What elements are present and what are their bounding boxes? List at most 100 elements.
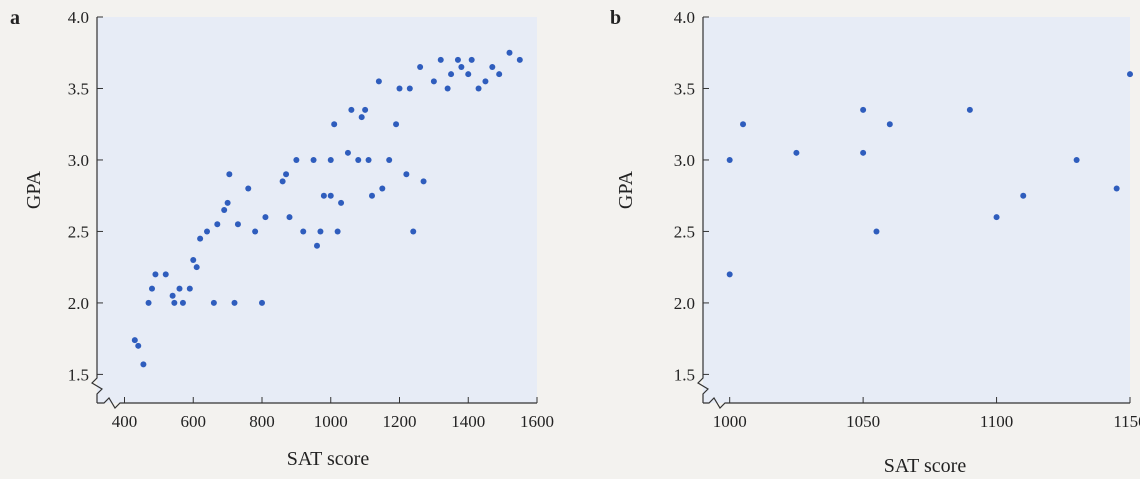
panel-b-data-point	[993, 214, 1000, 221]
panel-a-data-point	[310, 156, 317, 163]
panel-a-data-point	[448, 71, 455, 78]
panel-a-data-point	[327, 192, 334, 199]
panel-b-data-point	[886, 121, 893, 128]
panel-a-data-point	[396, 85, 403, 92]
panel-a-data-point	[458, 64, 465, 71]
panel-a-data-point	[171, 299, 178, 306]
panel-a-data-point	[320, 192, 327, 199]
panel-a-x-tick-label: 1000	[314, 412, 348, 431]
panel-b-data-point	[740, 121, 747, 128]
panel-a-data-point	[375, 78, 382, 85]
panel-a-data-point	[179, 299, 186, 306]
panel-a-data-point	[262, 214, 269, 221]
panel-a-data-point	[365, 156, 372, 163]
panel-a-plot-area	[97, 17, 537, 403]
panel-a-y-axis-title: GPA	[23, 170, 45, 209]
panel-b-data-point	[1073, 156, 1080, 163]
panel-b-x-axis	[703, 397, 1130, 409]
panel-b-y-axis	[697, 17, 709, 403]
panel-b-data-point	[726, 156, 733, 163]
panel-b-data-point	[860, 149, 867, 156]
panel-a-x-tick-label: 1600	[520, 412, 554, 431]
panel-b-plot-area	[703, 17, 1130, 403]
panel-b-data-point	[726, 271, 733, 278]
panel-a-data-point	[327, 156, 334, 163]
panel-a-x-axis-title: SAT score	[287, 448, 370, 470]
panel-a-data-point	[344, 149, 351, 156]
panel-a-data-point	[162, 271, 169, 278]
panel-a-data-point	[454, 56, 461, 63]
panel-a-data-point	[149, 285, 155, 292]
panel-a-data-point	[437, 56, 444, 63]
panel-a-data-point	[259, 299, 265, 306]
panel-b-data-point	[793, 149, 800, 156]
panel-a-data-point	[393, 121, 400, 128]
panel-b-data-point	[1127, 71, 1133, 78]
panel-b-data-point	[1020, 192, 1027, 199]
panel-a-data-point	[406, 85, 413, 92]
panel-a-data-point	[386, 156, 393, 163]
panel-a-x-tick-label: 400	[112, 412, 138, 431]
panel-b-data-point	[1113, 185, 1120, 192]
panel-a-data-point	[482, 78, 489, 85]
panel-a-data-point	[131, 337, 138, 344]
panel-a-y-tick-label: 3.5	[68, 79, 89, 98]
panel-a-data-point	[135, 342, 142, 349]
panel-a-data-point	[516, 56, 523, 63]
panel-a-data-point	[176, 285, 183, 292]
panel-a-data-point	[331, 121, 338, 128]
panel-a-data-point	[140, 361, 147, 368]
panel-a-data-point	[204, 228, 210, 235]
panel-a-data-point	[338, 199, 345, 206]
panel-a-data-point	[234, 221, 241, 228]
panel-a-data-point	[224, 199, 231, 206]
panel-a-y-tick-label: 4.0	[68, 8, 89, 27]
panel-b-y-axis-title: GPA	[615, 170, 637, 209]
panel-b-x-axis-title: SAT score	[884, 455, 967, 477]
panel-b-y-tick-label: 2.0	[674, 294, 695, 313]
panel-b-x-tick-label: 1100	[980, 412, 1013, 431]
panel-a-data-point	[252, 228, 259, 235]
panel-a-y-axis	[91, 17, 103, 403]
panel-a-data-point	[169, 292, 176, 299]
panel-a-y-tick-label: 3.0	[68, 151, 89, 170]
panel-a-data-point	[355, 156, 362, 163]
panel-a-data-point	[152, 271, 159, 278]
panel-a-data-point	[210, 299, 217, 306]
panel-a-data-point	[279, 178, 286, 185]
panel-b: b 1.5 2.0 2.5 3.0 3.5 4.0 1000 1050 1100 1150 SA…	[610, 7, 1140, 477]
panel-a-data-point	[197, 235, 204, 242]
panel-a-data-point	[369, 192, 375, 199]
panel-a-data-point	[465, 71, 472, 78]
panel-a-data-point	[186, 285, 193, 292]
panel-a-data-point	[293, 156, 300, 163]
panel-a-data-point	[283, 171, 290, 178]
panel-a-data-point	[314, 242, 320, 249]
panel-a-data-point	[506, 49, 513, 56]
panel-b-data-point	[873, 228, 880, 235]
panel-a-data-point	[444, 85, 451, 92]
panel-a-x-tick-label: 1200	[383, 412, 417, 431]
panel-a-data-point	[334, 228, 341, 235]
panel-b-y-tick-label: 3.5	[674, 79, 695, 98]
panel-a-data-point	[430, 78, 437, 85]
panel-a-data-point	[300, 228, 307, 235]
panel-b-y-tick-label: 3.0	[674, 151, 695, 170]
panel-a-data-point	[190, 257, 197, 264]
panel-a-data-point	[193, 264, 200, 271]
panel-a-data-point	[358, 114, 365, 121]
panel-a-data-point	[348, 106, 355, 113]
panel-a-data-point	[403, 171, 410, 178]
panel-b-label: b	[610, 7, 621, 29]
panel-b-y-tick-label: 1.5	[674, 365, 695, 384]
panel-a-data-point	[214, 221, 221, 228]
panel-a-data-point	[231, 299, 238, 306]
panel-b-x-tick-label: 1000	[713, 412, 747, 431]
panel-a: a 1.5 2.0 2.5 3.0 3.5 4.0 400 600 800 1000 1200 14…	[10, 7, 554, 470]
panel-a-x-tick-label: 600	[181, 412, 207, 431]
panel-a-data-point	[286, 214, 293, 221]
panel-a-data-point	[475, 85, 482, 92]
panel-a-data-point	[420, 178, 427, 185]
panel-b-x-tick-label: 1050	[846, 412, 880, 431]
